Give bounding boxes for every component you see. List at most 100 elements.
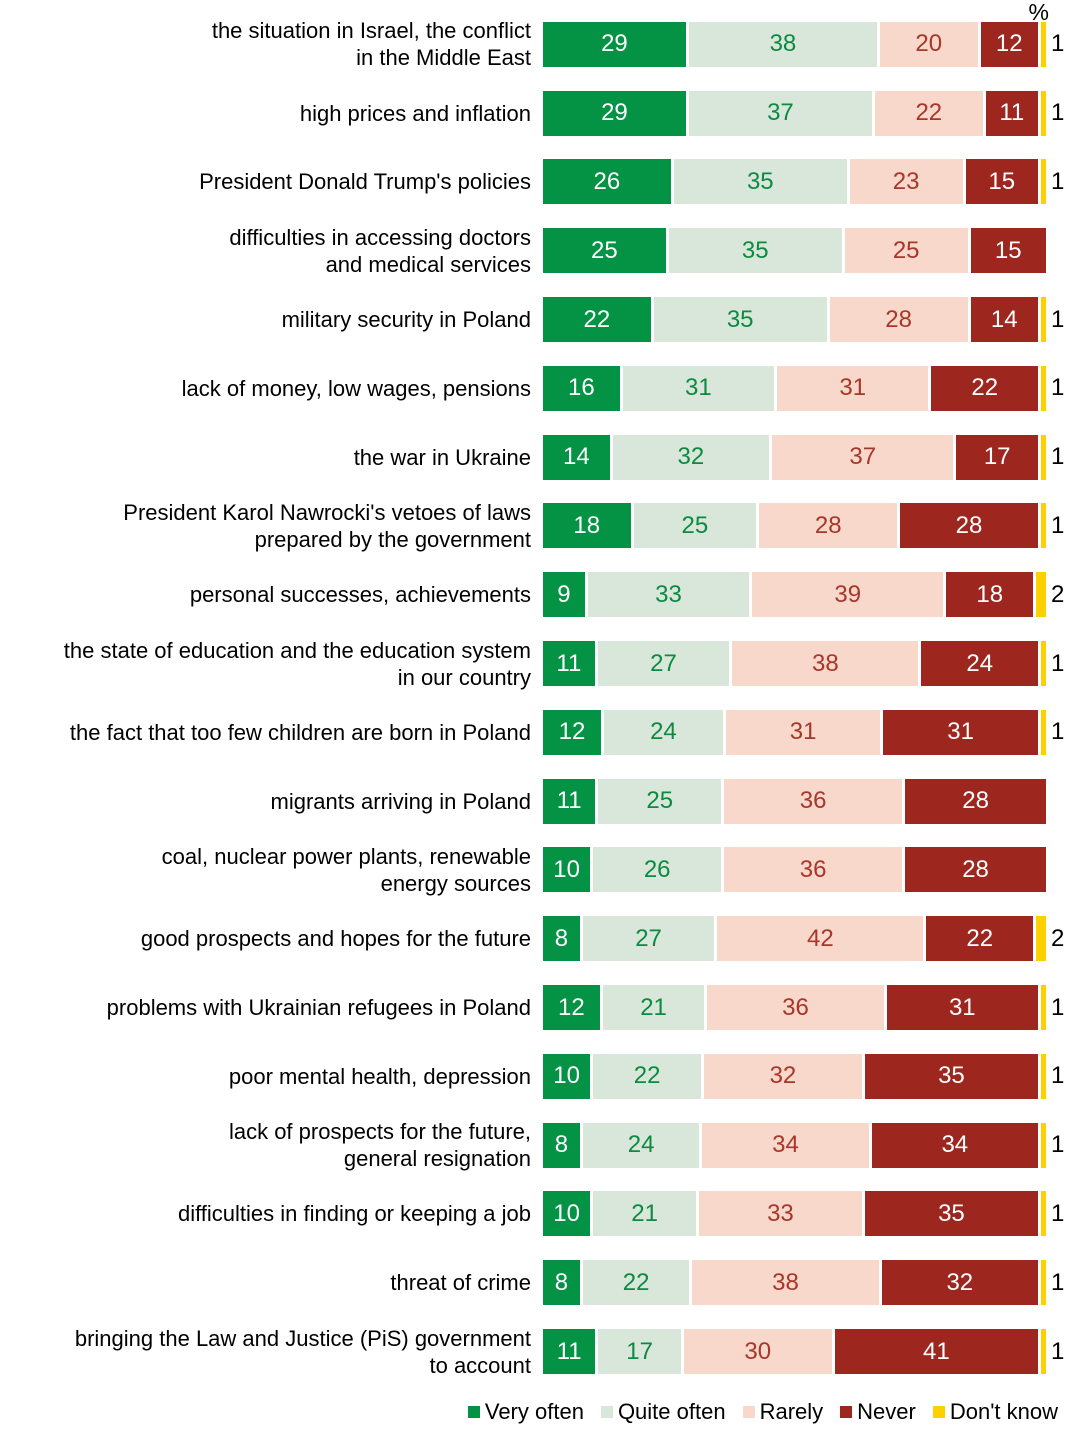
segment-value: 31 [685,374,712,402]
segment-dont-know [1041,434,1046,480]
segment-very-often: 8 [543,1122,583,1168]
segment-value: 10 [553,1062,580,1090]
chart-row: bringing the Law and Justice (PiS) gover… [0,1317,1068,1386]
dont-know-value: 1 [1051,1062,1065,1090]
segment-rarely: 34 [702,1122,872,1168]
legend-item-never: Never [840,1399,916,1425]
chart-row: personal successes, achievements 9 33 39 18 2 [0,560,1068,629]
segment-very-often: 29 [543,21,689,67]
segment-never: 41 [834,1329,1041,1375]
segment-rarely: 37 [772,434,957,480]
segment-quite-often: 25 [633,503,760,549]
segment-value: 12 [995,30,1023,58]
segment-rarely: 36 [724,778,906,824]
dont-know-value: 2 [1051,924,1065,952]
segment-very-often: 8 [543,1260,583,1306]
segment-dont-know [1040,503,1046,549]
segment-value: 8 [554,1268,569,1296]
segment-value: 8 [554,1131,569,1159]
chart-rows: the situation in Israel, the conflict in… [0,10,1068,1386]
segment-rarely: 39 [752,572,947,618]
segment-very-often: 11 [543,641,598,687]
stacked-bar: 11 17 30 41 [543,1329,1046,1375]
segment-value: 12 [558,993,585,1021]
segment-never: 17 [956,434,1041,480]
segment-rarely: 25 [844,228,971,274]
stacked-bar: 29 38 20 12 [543,21,1046,67]
dont-know-value: 1 [1051,718,1065,746]
segment-never: 35 [864,1191,1041,1237]
row-label: difficulties in finding or keeping a job [177,1201,531,1227]
row-label: threat of crime [390,1270,531,1296]
segment-value: 24 [650,718,677,746]
chart-row: coal, nuclear power plants, renewable en… [0,836,1068,905]
segment-value: 39 [834,580,862,608]
chart-row: the fact that too few children are born … [0,698,1068,767]
segment-quite-often: 27 [597,641,733,687]
segment-value: 12 [558,718,586,746]
segment-value: 24 [966,649,994,677]
segment-value: 11 [556,649,582,677]
segment-very-often: 10 [543,1053,594,1099]
segment-never: 28 [905,778,1046,824]
segment-value: 34 [772,1131,799,1159]
segment-dont-know [1040,1122,1046,1168]
segment-never: 31 [886,985,1041,1031]
legend-label: Very often [484,1398,584,1424]
segment-value: 14 [990,305,1018,333]
segment-value: 15 [988,167,1016,195]
segment-rarely: 38 [732,641,922,687]
segment-quite-often: 32 [612,434,773,480]
segment-very-often: 14 [543,434,613,480]
stacked-bar: 25 35 25 15 [543,228,1046,274]
segment-quite-often: 22 [582,1260,693,1306]
segment-dont-know [1040,1260,1046,1306]
segment-value: 21 [640,993,667,1021]
dont-know-value: 1 [1051,99,1065,127]
chart-row: the war in Ukraine 14 32 37 17 1 [0,423,1068,492]
segment-value: 10 [553,1199,580,1227]
segment-dont-know [1040,365,1046,411]
segment-value: 36 [782,993,809,1021]
row-label: high prices and inflation [299,100,531,126]
segment-very-often: 12 [543,709,604,755]
row-label: good prospects and hopes for the future [140,926,531,952]
segment-value: 35 [726,305,754,333]
segment-value: 38 [812,649,839,677]
dont-know-value: 1 [1051,30,1065,58]
legend-label: Rarely [759,1398,824,1424]
dont-know-value: 1 [1051,1199,1065,1227]
segment-dont-know [1040,641,1046,687]
legend-swatch-rarely [742,1405,755,1418]
segment-value: 30 [744,1337,772,1365]
segment-value: 28 [962,787,989,815]
segment-rarely: 42 [717,916,927,962]
segment-value: 25 [591,236,618,264]
segment-dont-know [1040,297,1046,343]
segment-value: 35 [741,236,769,264]
segment-value: 28 [955,511,983,539]
segment-never: 31 [883,709,1041,755]
segment-value: 22 [971,374,999,402]
segment-quite-often: 38 [688,21,880,67]
stacked-bar: 11 25 36 28 [543,778,1046,824]
segment-never: 28 [905,847,1046,893]
chart-row: difficulties in accessing doctors and me… [0,216,1068,285]
segment-value: 35 [938,1062,965,1090]
segment-value: 25 [892,236,920,264]
segment-rarely: 28 [759,503,901,549]
stacked-bar: 9 33 39 18 [543,572,1046,618]
segment-value: 17 [983,443,1011,471]
segment-value: 33 [655,580,682,608]
segment-very-often: 8 [543,916,583,962]
row-label: the situation in Israel, the conflict in… [211,18,531,71]
segment-very-often: 11 [543,1329,599,1375]
segment-value: 11 [999,99,1025,127]
segment-very-often: 22 [543,297,654,343]
chart-row: high prices and inflation 29 37 22 11 1 [0,79,1068,148]
stacked-bar: 8 22 38 32 [543,1260,1046,1306]
segment-never: 32 [881,1260,1041,1306]
row-label: President Karol Nawrocki's vetoes of law… [123,499,531,552]
dont-know-value: 2 [1051,580,1065,608]
segment-never: 35 [864,1053,1041,1099]
